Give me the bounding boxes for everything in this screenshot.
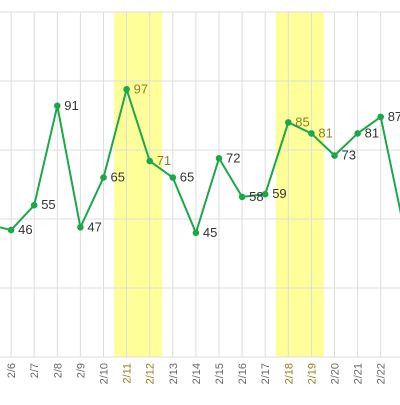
data-point [331, 152, 338, 159]
data-label: 71 [157, 153, 171, 168]
series-line-layer [0, 88, 400, 234]
data-label: 47 [87, 219, 101, 234]
data-label: 97 [134, 81, 148, 96]
data-point [123, 85, 130, 93]
x-tick-label: 2/21 [353, 363, 365, 384]
data-point [169, 174, 177, 181]
x-tick-label: 2/23 [399, 363, 400, 384]
data-point [192, 229, 200, 237]
data-point [377, 113, 385, 121]
data-point [285, 119, 292, 126]
data-label: 58 [249, 189, 263, 204]
data-point [354, 130, 361, 137]
data-label: 55 [41, 197, 55, 212]
data-point [100, 174, 107, 181]
highlight-band-layer [114, 12, 324, 357]
data-label: 45 [203, 225, 217, 240]
x-tick-label: 2/16 [237, 363, 249, 384]
data-label-layer: 46 55 91 47 65 97 71 65 45 72 58 59 85 81 73 81 87 [18, 81, 400, 240]
data-label: 65 [111, 170, 125, 185]
x-tick-label: 2/8 [52, 363, 64, 378]
x-tick-label-layer: 2/6 2/7 2/8 2/9 2/10 2/11 2/12 2/13 2/14 2/15 2/16… [6, 363, 400, 384]
x-tick-label: 2/15 [214, 363, 226, 384]
series-line [0, 88, 400, 234]
x-tick-label: 2/18 [283, 363, 295, 384]
data-point [30, 201, 38, 209]
data-point-layer [7, 85, 385, 237]
x-tick-label: 2/19 [306, 363, 318, 384]
data-label: 81 [318, 125, 332, 140]
data-label: 59 [272, 186, 286, 201]
x-tick-label: 2/7 [29, 363, 41, 378]
data-point [146, 157, 153, 165]
data-label: 87 [388, 109, 400, 124]
x-tick-label: 2/9 [75, 363, 87, 378]
highlight-band-1 [114, 12, 163, 357]
x-tick-label: 2/20 [330, 363, 342, 384]
data-label: 73 [342, 148, 356, 163]
data-label: 46 [18, 222, 32, 237]
data-label: 85 [295, 114, 309, 129]
data-point [308, 130, 315, 137]
data-point [261, 190, 269, 198]
data-point [238, 193, 246, 201]
x-tick-label: 2/6 [6, 363, 18, 378]
x-tick-label: 2/13 [168, 363, 180, 384]
data-point [54, 102, 61, 110]
grid-layer [0, 11, 400, 358]
data-point [77, 223, 84, 231]
x-tick-label: 2/12 [145, 363, 157, 384]
highlight-band-2 [275, 12, 324, 357]
data-point [215, 154, 223, 162]
x-tick-label: 2/11 [122, 363, 134, 384]
x-tick-label: 2/14 [191, 363, 203, 384]
x-tick-label: 2/22 [376, 363, 388, 384]
x-tick-label: 2/10 [99, 363, 111, 384]
data-label: 81 [365, 125, 379, 140]
x-tick-label: 2/17 [260, 363, 272, 384]
data-label: 72 [226, 150, 240, 165]
data-point [7, 226, 15, 234]
data-label: 91 [64, 98, 78, 113]
data-label: 65 [180, 170, 194, 185]
